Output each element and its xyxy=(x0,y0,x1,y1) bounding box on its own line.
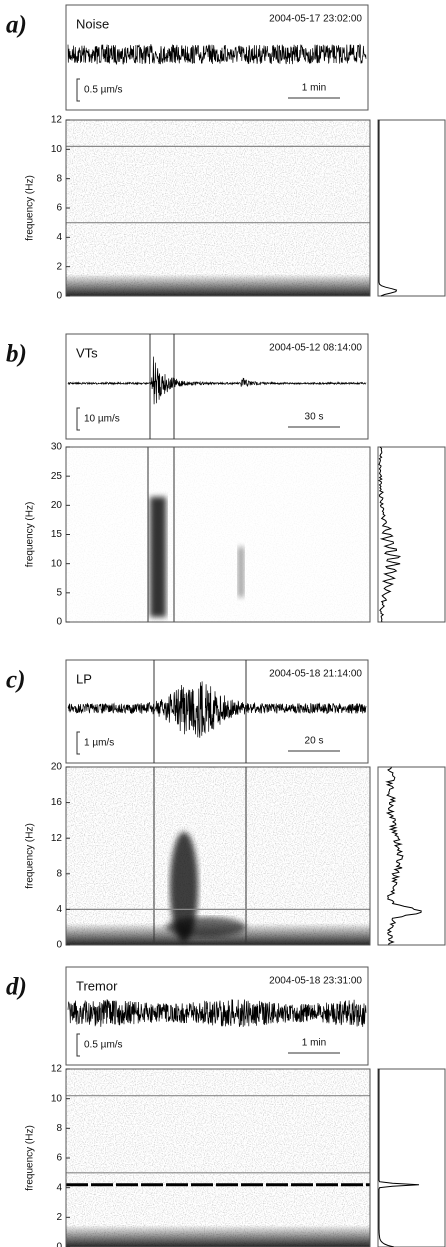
panel-label: c) xyxy=(6,667,25,694)
y-axis-label: frequency (Hz) xyxy=(25,175,36,241)
waveform xyxy=(67,356,367,405)
event xyxy=(238,547,244,597)
amplitude-scale: 10 µm/s xyxy=(84,414,120,425)
y-tick-label: 6 xyxy=(56,203,62,214)
spectrogram-frame xyxy=(65,766,371,946)
spectrogram-noise xyxy=(66,1069,370,1247)
spectrum-frame xyxy=(377,119,446,297)
y-tick-label: 12 xyxy=(51,1064,63,1075)
low-freq-energy xyxy=(66,1225,370,1247)
waveform-title: Tremor xyxy=(76,978,118,993)
spectrogram-noise xyxy=(66,767,370,945)
y-tick-label: 8 xyxy=(56,1123,62,1134)
y-tick-label: 10 xyxy=(51,558,63,569)
spectrogram-noise xyxy=(66,447,370,622)
y-tick-label: 16 xyxy=(51,797,63,808)
event xyxy=(170,832,198,942)
y-tick-label: 8 xyxy=(56,173,62,184)
waveform-frame xyxy=(65,333,369,440)
y-tick-label: 4 xyxy=(56,904,62,915)
panel-label: a) xyxy=(6,12,27,39)
waveform-title: VTs xyxy=(76,345,98,360)
y-tick-label: 4 xyxy=(56,1182,62,1193)
amplitude-bar xyxy=(76,407,80,431)
y-tick-label: 20 xyxy=(51,762,63,773)
y-axis-label: frequency (Hz) xyxy=(25,1125,36,1191)
time-scale: 1 min xyxy=(302,1038,326,1049)
amplitude-scale: 0.5 µm/s xyxy=(84,85,123,96)
waveform xyxy=(67,999,367,1027)
y-tick-label: 0 xyxy=(56,940,62,951)
amplitude-scale: 0.5 µm/s xyxy=(84,1040,123,1051)
y-tick-label: 0 xyxy=(56,291,62,302)
amplitude-bar xyxy=(76,1033,80,1057)
low-freq-energy xyxy=(66,274,370,296)
y-axis-label: frequency (Hz) xyxy=(25,502,36,568)
y-tick-label: 30 xyxy=(51,442,63,453)
spectrum xyxy=(378,1069,420,1247)
y-tick-label: 8 xyxy=(56,868,62,879)
y-axis-label: frequency (Hz) xyxy=(25,823,36,889)
spectrum xyxy=(378,120,398,297)
timestamp: 2004-05-12 08:14:00 xyxy=(269,343,362,354)
y-tick-label: 10 xyxy=(51,1093,63,1104)
y-tick-label: 4 xyxy=(56,232,62,243)
timestamp: 2004-05-18 21:14:00 xyxy=(269,669,362,680)
amplitude-bar xyxy=(76,78,80,102)
panel-label: b) xyxy=(6,341,27,368)
spectrogram-noise xyxy=(66,120,370,296)
y-tick-label: 2 xyxy=(56,1212,62,1223)
y-tick-label: 0 xyxy=(56,617,62,628)
y-tick-label: 10 xyxy=(51,144,63,155)
waveform xyxy=(67,43,367,66)
y-tick-label: 12 xyxy=(51,833,63,844)
time-scale: 20 s xyxy=(305,736,324,747)
y-tick-label: 5 xyxy=(56,587,62,598)
y-tick-label: 15 xyxy=(51,529,63,540)
y-tick-label: 12 xyxy=(51,115,63,126)
y-tick-label: 0 xyxy=(56,1242,62,1247)
y-tick-label: 6 xyxy=(56,1153,62,1164)
timestamp: 2004-05-18 23:31:00 xyxy=(269,976,362,987)
amplitude-scale: 1 µm/s xyxy=(84,738,114,749)
y-tick-label: 20 xyxy=(51,500,63,511)
time-scale: 30 s xyxy=(305,412,324,423)
spectrum-frame xyxy=(377,1068,446,1247)
waveform-title: Noise xyxy=(76,16,109,31)
timestamp: 2004-05-17 23:02:00 xyxy=(269,14,362,25)
spectrum xyxy=(385,766,422,946)
panel-label: d) xyxy=(6,974,27,1001)
waveform xyxy=(67,681,367,738)
event xyxy=(166,917,246,937)
waveform-title: LP xyxy=(76,671,92,686)
amplitude-bar xyxy=(76,731,80,755)
spectrum-frame xyxy=(377,766,446,946)
y-tick-label: 2 xyxy=(56,261,62,272)
time-scale: 1 min xyxy=(302,83,326,94)
y-tick-label: 25 xyxy=(51,471,63,482)
event xyxy=(150,497,166,617)
spectrum xyxy=(378,446,402,623)
